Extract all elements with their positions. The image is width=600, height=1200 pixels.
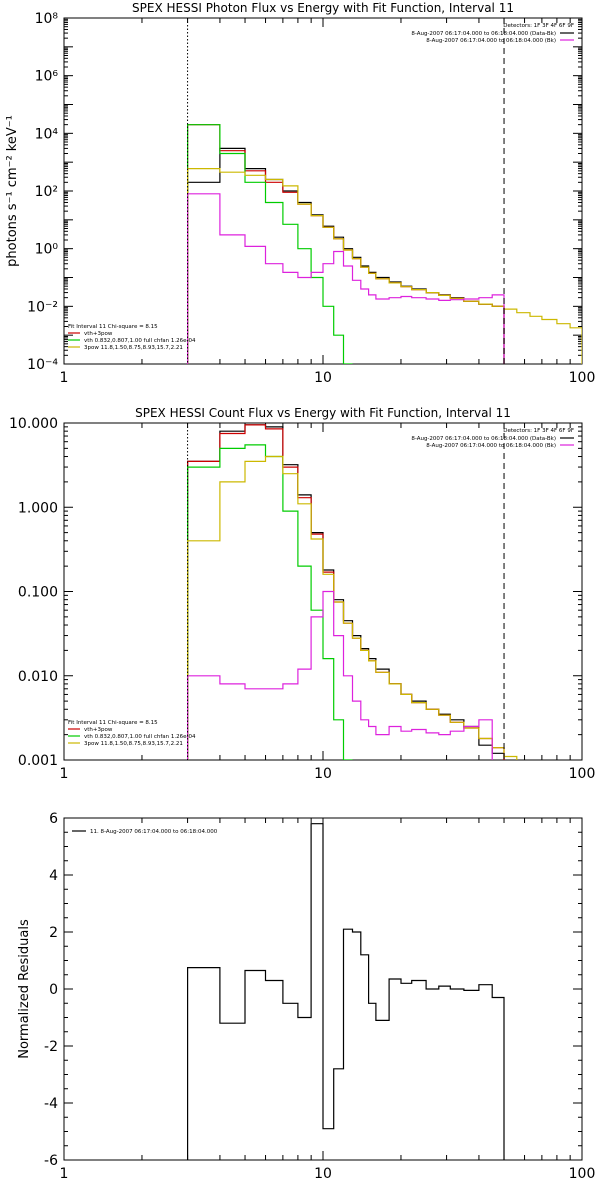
y-tick-label: 10⁰ bbox=[35, 242, 59, 258]
x-tick-label: 10 bbox=[314, 766, 332, 782]
x-tick-label: 10 bbox=[314, 1166, 332, 1182]
series-data-bk bbox=[187, 424, 505, 760]
detector-legend-header: Detectors: 1F 3F 4F 6F 9F bbox=[503, 23, 574, 29]
y-axis-label: photons s⁻¹ cm⁻² keV⁻¹ bbox=[5, 115, 20, 267]
y-tick-label: 4 bbox=[49, 868, 58, 884]
y-tick-label: 0.010 bbox=[18, 669, 58, 685]
fit-legend-label: vth+3pow bbox=[84, 727, 113, 733]
fit-legend-header: Fit Interval 11 Chi-square = 8.15 bbox=[68, 324, 158, 330]
plot-content bbox=[187, 823, 505, 1160]
chart-title: SPEX HESSI Count Flux vs Energy with Fit… bbox=[135, 406, 511, 420]
detector-legend: Detectors: 1F 3F 4F 6F 9F 8-Aug-2007 06:1… bbox=[411, 428, 574, 449]
y-tick-label: 6 bbox=[49, 811, 58, 827]
fit-legend: Fit Interval 11 Chi-square = 8.15vth+3po… bbox=[68, 324, 196, 351]
residual-legend: 11. 8-Aug-2007 06:17:04.000 to 06:18:04.… bbox=[72, 829, 218, 835]
x-tick-label: 1 bbox=[60, 1166, 69, 1182]
y-tick-label: -2 bbox=[44, 1039, 58, 1055]
plot-content bbox=[187, 423, 543, 760]
chart-title: SPEX HESSI Photon Flux vs Energy with Fi… bbox=[132, 1, 514, 15]
y-tick-label: 10² bbox=[35, 184, 58, 200]
y-tick-label: 0.100 bbox=[18, 585, 58, 601]
series-bk bbox=[187, 590, 493, 760]
y-tick-label: 0 bbox=[49, 982, 58, 998]
y-tick-label: 10⁶ bbox=[35, 69, 59, 85]
x-tick-label: 10 bbox=[314, 370, 332, 386]
detector-legend-header: Detectors: 1F 3F 4F 6F 9F bbox=[503, 428, 574, 434]
y-axis-label: Normalized Residuals bbox=[17, 919, 32, 1059]
fit-legend-label: 3pow 11.8,1.50,8.75,8.93,15.7,2.21 bbox=[84, 345, 183, 351]
fit-legend-label: vth+3pow bbox=[84, 331, 113, 337]
y-tick-label: 0.001 bbox=[18, 753, 58, 769]
series-3pow bbox=[187, 168, 582, 364]
detector-legend-label: 8-Aug-2007 06:17:04.000 to 06:18:04.000 … bbox=[426, 443, 556, 449]
fit-legend-label: 3pow 11.8,1.50,8.75,8.93,15.7,2.21 bbox=[84, 741, 183, 747]
series-vth bbox=[187, 124, 353, 364]
y-tick-label: 10⁻⁴ bbox=[27, 357, 58, 373]
series-vth-3pow bbox=[187, 424, 505, 760]
fit-legend-label: vth 0.832,0.807,1.00 full chfan 1.26e-04 bbox=[84, 338, 196, 344]
x-tick-label: 100 bbox=[569, 1166, 596, 1182]
detector-legend-label: 8-Aug-2007 06:17:04.000 to 06:18:04.000 … bbox=[426, 38, 556, 44]
series-vth-3pow bbox=[187, 124, 505, 364]
chart-panel-2: SPEX HESSI Count Flux vs Energy with Fit… bbox=[9, 406, 595, 782]
fit-legend-label: vth 0.832,0.807,1.00 full chfan 1.26e-04 bbox=[84, 734, 196, 740]
residual-legend-label: 11. 8-Aug-2007 06:17:04.000 to 06:18:04.… bbox=[90, 829, 218, 835]
y-tick-label: 10⁻² bbox=[27, 299, 58, 315]
fit-legend-header: Fit Interval 11 Chi-square = 8.15 bbox=[68, 720, 158, 726]
chart-panel-3: Normalized Residuals 1 10 100 -6 -4 -2 0 2 4 6 11. … bbox=[17, 811, 595, 1182]
x-tick-label: 100 bbox=[569, 370, 596, 386]
fit-legend: Fit Interval 11 Chi-square = 8.15vth+3po… bbox=[68, 720, 196, 747]
series-vth bbox=[187, 444, 353, 760]
detector-legend-label: 8-Aug-2007 06:17:04.000 to 06:18:04.000 … bbox=[411, 436, 556, 442]
y-tick-label: -4 bbox=[44, 1096, 58, 1112]
detector-legend: Detectors: 1F 3F 4F 6F 9F 8-Aug-2007 06:1… bbox=[411, 23, 574, 44]
x-tick-label: 1 bbox=[60, 370, 69, 386]
x-tick-label: 1 bbox=[60, 766, 69, 782]
y-tick-label: 10⁴ bbox=[35, 126, 59, 142]
y-tick-label: -6 bbox=[44, 1153, 58, 1169]
series-3pow bbox=[187, 455, 543, 760]
y-tick-label: 1.000 bbox=[18, 500, 58, 516]
x-tick-label: 100 bbox=[569, 766, 596, 782]
series-residuals bbox=[187, 823, 505, 1160]
y-tick-label: 10⁸ bbox=[35, 11, 59, 27]
series-bk bbox=[187, 193, 505, 364]
y-tick-label: 10.000 bbox=[9, 416, 58, 432]
detector-legend-label: 8-Aug-2007 06:17:04.000 to 06:18:04.000 … bbox=[411, 31, 556, 37]
y-tick-label: 2 bbox=[49, 925, 58, 941]
series-data-bk bbox=[187, 147, 505, 364]
chart-panel-1: SPEX HESSI Photon Flux vs Energy with Fi… bbox=[5, 1, 595, 386]
plot-content bbox=[187, 18, 582, 364]
